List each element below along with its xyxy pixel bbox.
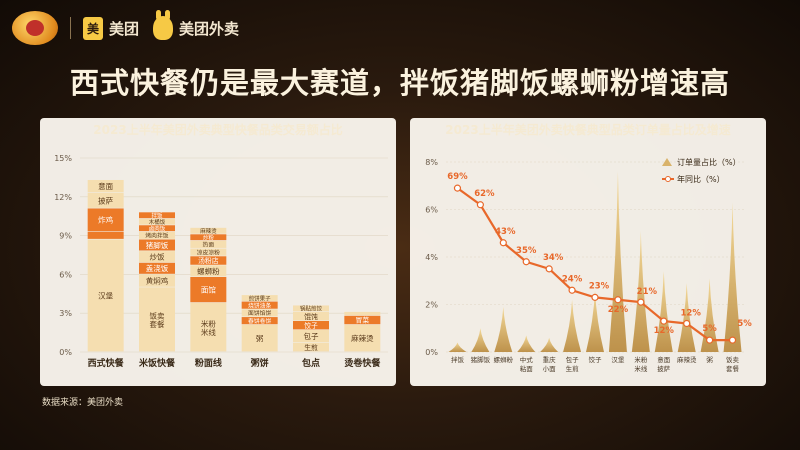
brand-bar: 美 美团 美团外卖	[12, 10, 239, 46]
right-chart-panel	[410, 118, 766, 386]
anniversary-logo-icon	[12, 11, 58, 45]
kangaroo-logo-icon	[153, 10, 174, 40]
meituan-logo-icon: 美	[83, 16, 104, 40]
brand-meituan-waimai: 美团外卖	[179, 19, 240, 38]
brand-meituan: 美团	[109, 19, 140, 38]
page-headline: 西式快餐仍是最大赛道，拌饭猪脚饭螺蛳粉增速高	[69, 66, 730, 100]
left-chart-panel	[40, 118, 396, 386]
divider	[70, 17, 71, 39]
data-source: 数据来源：美团外卖	[42, 398, 124, 408]
